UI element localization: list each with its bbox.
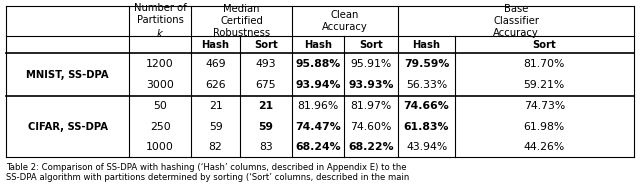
Text: 81.97%: 81.97% <box>351 101 392 111</box>
Text: 21: 21 <box>258 101 273 111</box>
Text: 95.88%: 95.88% <box>295 59 340 69</box>
Text: 74.73%: 74.73% <box>524 101 565 111</box>
Text: Hash: Hash <box>304 40 332 50</box>
Text: 59: 59 <box>209 122 223 132</box>
Text: 68.22%: 68.22% <box>348 142 394 152</box>
Text: CIFAR, SS-DPA: CIFAR, SS-DPA <box>28 122 108 132</box>
Text: 61.98%: 61.98% <box>524 122 565 132</box>
Text: Base
Classifier
Accuracy: Base Classifier Accuracy <box>493 4 539 38</box>
Text: 43.94%: 43.94% <box>406 142 447 152</box>
Text: 95.91%: 95.91% <box>351 59 392 69</box>
Text: 469: 469 <box>205 59 226 69</box>
Text: 250: 250 <box>150 122 170 132</box>
Text: 74.60%: 74.60% <box>351 122 392 132</box>
Text: 74.47%: 74.47% <box>295 122 340 132</box>
Text: 626: 626 <box>205 81 226 91</box>
Text: 1000: 1000 <box>146 142 174 152</box>
Text: Hash: Hash <box>413 40 440 50</box>
Text: 93.93%: 93.93% <box>348 81 394 91</box>
Text: 59: 59 <box>259 122 273 132</box>
Text: Number of
Partitions
$k$: Number of Partitions $k$ <box>134 3 186 39</box>
Text: Sort: Sort <box>254 40 278 50</box>
Text: 93.94%: 93.94% <box>295 81 340 91</box>
Text: 50: 50 <box>153 101 167 111</box>
Text: 81.96%: 81.96% <box>297 101 339 111</box>
Text: Median
Certified
Robustness: Median Certified Robustness <box>213 4 270 38</box>
Text: 68.24%: 68.24% <box>295 142 340 152</box>
Text: 44.26%: 44.26% <box>524 142 565 152</box>
Text: 82: 82 <box>209 142 223 152</box>
Text: 79.59%: 79.59% <box>404 59 449 69</box>
Text: 493: 493 <box>255 59 276 69</box>
Text: Table 2: Comparison of SS-DPA with hashing (‘Hash’ columns, described in Appendi: Table 2: Comparison of SS-DPA with hashi… <box>6 163 410 182</box>
Text: 74.66%: 74.66% <box>404 101 449 111</box>
Text: 59.21%: 59.21% <box>524 81 565 91</box>
Text: Clean
Accuracy: Clean Accuracy <box>322 10 368 32</box>
Text: 675: 675 <box>255 81 276 91</box>
Text: 61.83%: 61.83% <box>404 122 449 132</box>
Text: 3000: 3000 <box>146 81 174 91</box>
Text: MNIST, SS-DPA: MNIST, SS-DPA <box>26 70 109 80</box>
Text: Hash: Hash <box>202 40 230 50</box>
Text: 83: 83 <box>259 142 273 152</box>
Text: 21: 21 <box>209 101 223 111</box>
Text: 56.33%: 56.33% <box>406 81 447 91</box>
Text: 1200: 1200 <box>146 59 174 69</box>
Text: Sort: Sort <box>359 40 383 50</box>
Text: 81.70%: 81.70% <box>524 59 565 69</box>
Text: Sort: Sort <box>532 40 556 50</box>
